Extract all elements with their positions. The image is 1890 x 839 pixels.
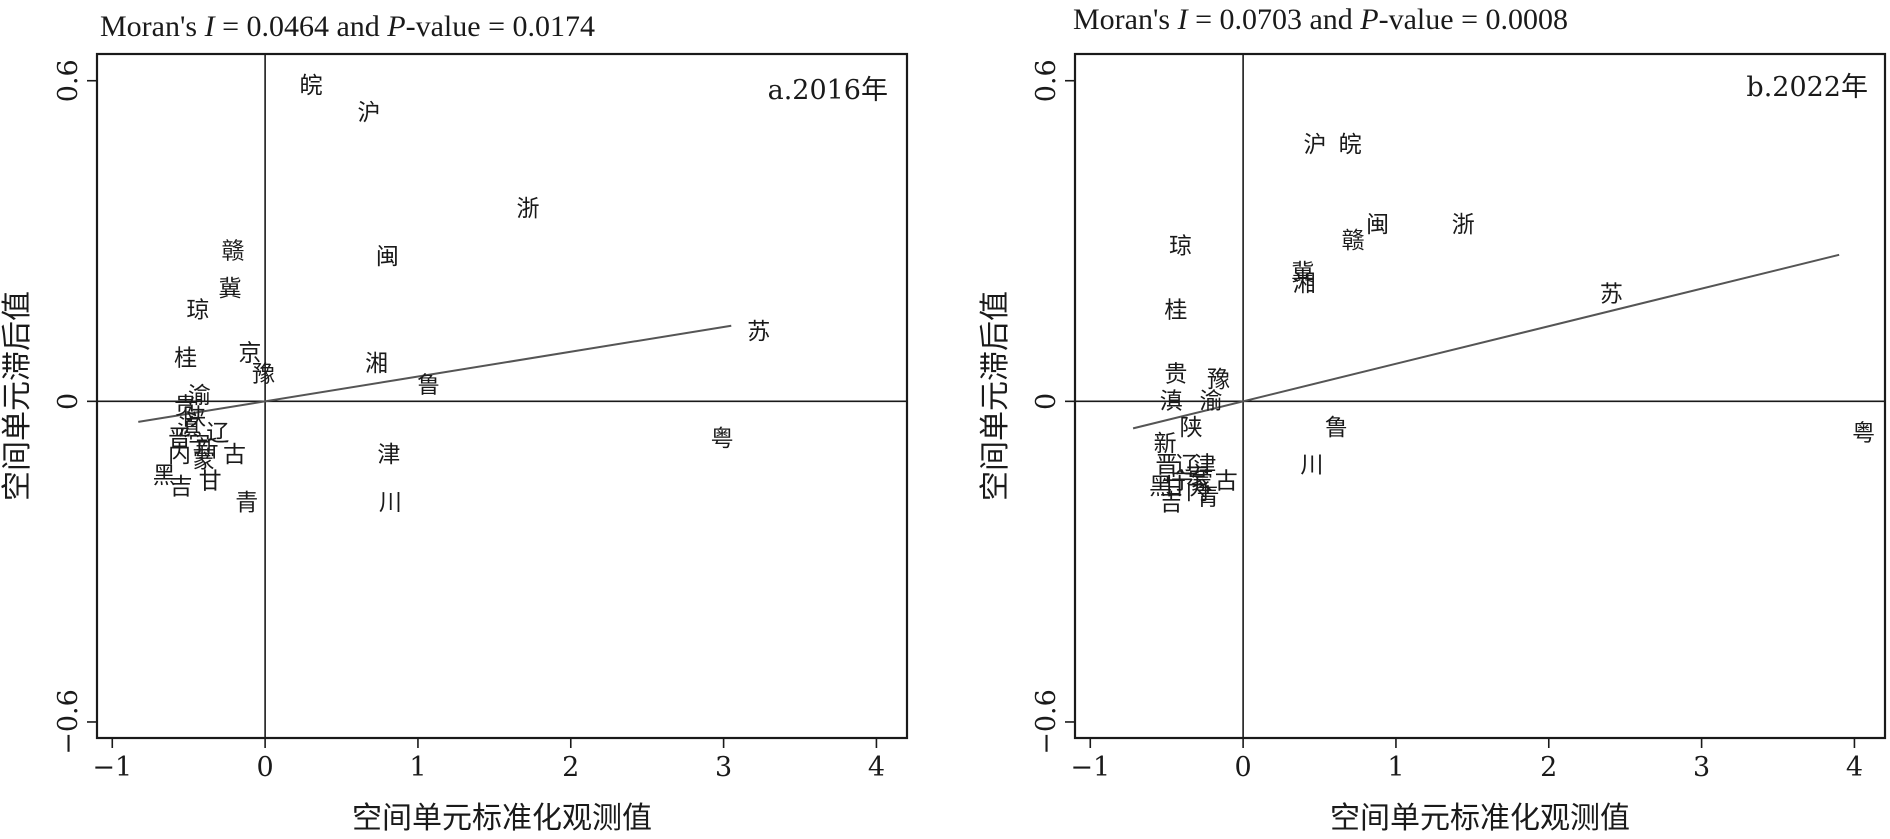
point-label-川: 川 — [1300, 452, 1323, 478]
point-label-宁: 宁 — [1170, 469, 1193, 495]
point-label-吉: 吉 — [170, 474, 193, 500]
point-label-闽: 闽 — [376, 244, 399, 270]
point-label-闽: 闽 — [1366, 212, 1389, 238]
point-label-京: 京 — [238, 340, 261, 366]
regression-line — [138, 324, 732, 423]
x-tick-label: −1 — [92, 752, 132, 783]
point-label-皖: 皖 — [299, 73, 322, 99]
point-label-辽: 辽 — [1175, 452, 1198, 478]
point-label-冀: 冀 — [218, 276, 241, 302]
point-label-浙: 浙 — [516, 196, 539, 222]
moran-statistic: Moran's I = 0.0464 and P-value = 0.0174 — [100, 10, 595, 43]
point-label-皖: 皖 — [1339, 132, 1362, 158]
point-label-滇: 滇 — [177, 415, 200, 441]
y-axis-label: 空间单元滞后值 — [0, 291, 35, 501]
point-label-内: 内 — [1186, 479, 1209, 505]
x-tick-label: 1 — [1387, 752, 1404, 783]
point-label-吉: 吉 — [1160, 490, 1183, 516]
point-label-桂: 桂 — [174, 346, 197, 372]
panel-a: −1 0 1 2 3 4 −0.6 0 0.6 空间单元标准化观测值 空间单元滞后值 Moran's … — [0, 10, 909, 836]
point-label-晋: 晋 — [1155, 452, 1178, 478]
point-label-贵: 贵 — [174, 394, 197, 420]
x-tick-label: −1 — [1070, 752, 1110, 783]
point-label-渝: 渝 — [188, 383, 211, 409]
point-label-桂: 桂 — [1164, 298, 1187, 324]
point-label-川: 川 — [379, 490, 402, 516]
point-label-鲁: 鲁 — [1325, 415, 1348, 441]
point-label-黑: 黑 — [1149, 474, 1172, 500]
plot-frame — [1073, 52, 1887, 740]
point-label-赣: 赣 — [222, 239, 245, 265]
x-axis-label: 空间单元标准化观测值 — [1330, 801, 1630, 836]
point-label-粤: 粤 — [711, 426, 734, 452]
point-label-京: 京 — [1186, 463, 1209, 489]
point-label-古: 古 — [223, 442, 246, 468]
point-label-辽: 辽 — [206, 420, 229, 446]
x-tick-label: 2 — [562, 752, 579, 783]
x-tick-label: 4 — [1846, 752, 1863, 783]
y-tick-label: −0.6 — [1031, 689, 1062, 755]
panel-label: a.2016年 — [768, 75, 888, 106]
point-label-浙: 浙 — [1452, 212, 1475, 238]
x-axis-label: 空间单元标准化观测值 — [352, 801, 652, 836]
point-label-津: 津 — [377, 442, 400, 468]
y-tick-label: 0 — [1031, 393, 1062, 410]
point-label-蒙: 蒙 — [192, 447, 215, 473]
point-label-滇: 滇 — [1160, 388, 1183, 414]
x-tick-label: 1 — [409, 752, 426, 783]
point-label-宁: 宁 — [188, 431, 211, 457]
point-label-豫: 豫 — [252, 362, 275, 388]
point-label-新: 新 — [196, 436, 219, 462]
point-label-晋: 晋 — [168, 426, 191, 452]
y-axis-label: 空间单元滞后值 — [978, 291, 1013, 501]
x-tick-label: 3 — [1693, 752, 1710, 783]
point-label-湘: 湘 — [365, 351, 388, 377]
x-tick-label: 0 — [1235, 752, 1252, 783]
point-label-新: 新 — [1154, 431, 1177, 457]
point-label-苏: 苏 — [1600, 281, 1623, 307]
point-label-粤: 粤 — [1852, 420, 1875, 446]
point-label-渝: 渝 — [1200, 388, 1223, 414]
point-label-古: 古 — [1215, 469, 1238, 495]
point-label-黑: 黑 — [153, 463, 176, 489]
x-tick-label: 3 — [715, 752, 732, 783]
point-label-青: 青 — [1196, 485, 1219, 511]
point-label-青: 青 — [235, 490, 258, 516]
x-tick-label: 4 — [868, 752, 885, 783]
point-label-蒙: 蒙 — [1190, 469, 1213, 495]
point-label-琼: 琼 — [186, 298, 209, 324]
point-label-赣: 赣 — [1342, 228, 1365, 254]
y-tick-label: 0.6 — [1031, 59, 1062, 102]
y-tick-label: 0 — [53, 393, 84, 410]
panel-b: −1 0 1 2 3 4 −0.6 0 0.6 空间单元标准化观测值 空间单元滞后值 Moran's … — [978, 3, 1887, 836]
regression-line — [1132, 253, 1840, 430]
y-tick-label: −0.6 — [53, 689, 84, 755]
point-label-鲁: 鲁 — [417, 372, 440, 398]
point-label-沪: 沪 — [358, 100, 381, 126]
point-label-贵: 贵 — [1164, 362, 1187, 388]
moran-statistic: Moran's I = 0.0703 and P-value = 0.0008 — [1073, 3, 1568, 36]
point-label-陕: 陕 — [183, 404, 206, 430]
point-label-冀: 冀 — [1291, 260, 1314, 286]
x-tick-label: 0 — [257, 752, 274, 783]
point-label-甘: 甘 — [1163, 474, 1186, 500]
point-label-苏: 苏 — [747, 319, 770, 345]
point-label-津: 津 — [1193, 452, 1216, 478]
point-label-湘: 湘 — [1293, 271, 1316, 297]
point-label-沪: 沪 — [1303, 132, 1326, 158]
point-label-琼: 琼 — [1169, 233, 1192, 259]
point-label-甘: 甘 — [199, 469, 222, 495]
y-tick-label: 0.6 — [53, 59, 84, 102]
point-label-陕: 陕 — [1180, 415, 1203, 441]
plot-frame — [95, 52, 909, 740]
x-tick-label: 2 — [1540, 752, 1557, 783]
point-label-豫: 豫 — [1207, 367, 1230, 393]
panel-label: b.2022年 — [1746, 72, 1868, 103]
point-label-内: 内 — [168, 442, 191, 468]
